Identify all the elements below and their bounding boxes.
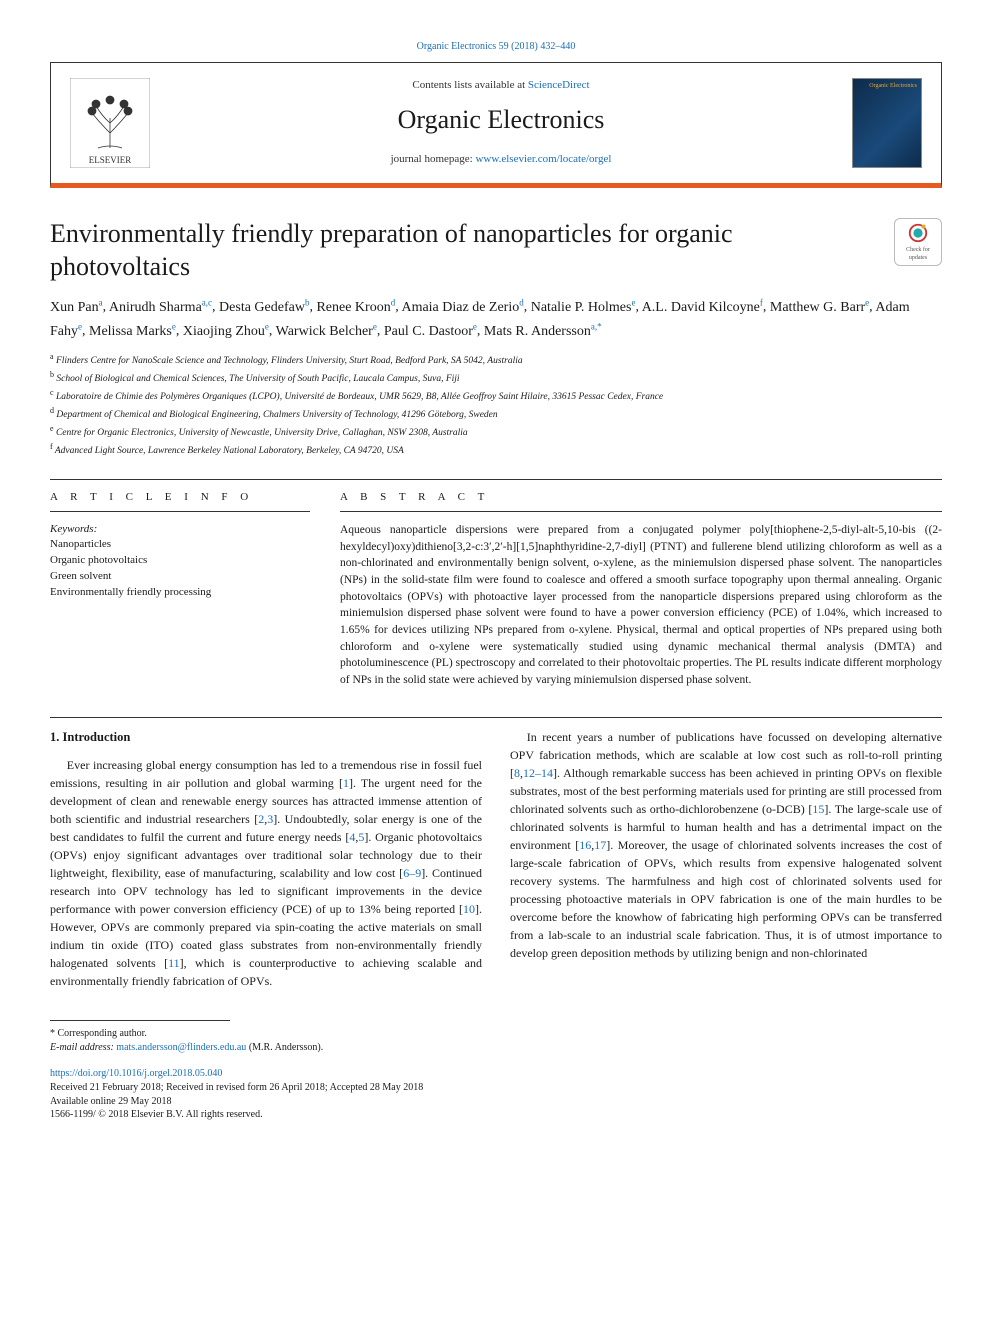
email-name: (M.R. Andersson). bbox=[246, 1042, 323, 1053]
affiliation: f Advanced Light Source, Lawrence Berkel… bbox=[50, 441, 942, 459]
journal-citation-link[interactable]: Organic Electronics 59 (2018) 432–440 bbox=[417, 41, 576, 52]
author: Mats R. Anderssona,* bbox=[484, 324, 602, 339]
journal-cover-thumb: Organic Electronics bbox=[847, 73, 927, 173]
abstract-rule bbox=[340, 511, 942, 512]
affiliation: c Laboratoire de Chimie des Polymères Or… bbox=[50, 387, 942, 405]
ref-12-14[interactable]: 12–14 bbox=[523, 766, 553, 780]
author-affil-sup: e bbox=[78, 321, 82, 331]
author-affil-sup: e bbox=[631, 297, 635, 307]
publisher-logo: ELSEVIER bbox=[65, 73, 155, 173]
author: Xiaojing Zhoue bbox=[183, 324, 269, 339]
article-history: Received 21 February 2018; Received in r… bbox=[50, 1081, 942, 1095]
author-affil-sup: f bbox=[760, 297, 763, 307]
author: Xun Pana bbox=[50, 300, 103, 315]
check-updates-badge[interactable]: Check for updates bbox=[894, 218, 942, 266]
ref-15[interactable]: 15 bbox=[812, 802, 824, 816]
abstract-heading: A B S T R A C T bbox=[340, 490, 942, 505]
affil-key: c bbox=[50, 388, 54, 397]
homepage-link[interactable]: www.elsevier.com/locate/orgel bbox=[475, 153, 611, 165]
updates-line2: updates bbox=[909, 254, 927, 262]
ref-11[interactable]: 11 bbox=[168, 956, 180, 970]
ref-16[interactable]: 16 bbox=[579, 838, 591, 852]
sciencedirect-link[interactable]: ScienceDirect bbox=[528, 79, 590, 91]
homepage-prefix: journal homepage: bbox=[391, 153, 476, 165]
author: Amaia Diaz de Zeriod bbox=[401, 300, 523, 315]
author-affil-sup: e bbox=[172, 321, 176, 331]
article-info-heading: A R T I C L E I N F O bbox=[50, 490, 310, 505]
author: Natalie P. Holmese bbox=[531, 300, 636, 315]
author-list: Xun Pana, Anirudh Sharmaa,c, Desta Gedef… bbox=[50, 295, 942, 343]
author: Matthew G. Barre bbox=[770, 300, 869, 315]
ref-10[interactable]: 10 bbox=[463, 902, 475, 916]
footnote-rule bbox=[50, 1020, 230, 1021]
author-affil-sup: e bbox=[373, 321, 377, 331]
abstract-text: Aqueous nanoparticle dispersions were pr… bbox=[340, 522, 942, 689]
keyword: Nanoparticles bbox=[50, 537, 310, 553]
affiliation: e Centre for Organic Electronics, Univer… bbox=[50, 423, 942, 441]
journal-name: Organic Electronics bbox=[155, 102, 847, 138]
body-text: 1. Introduction Ever increasing global e… bbox=[50, 728, 942, 991]
journal-header-box: ELSEVIER Contents lists available at Sci… bbox=[50, 62, 942, 188]
section-1-heading: 1. Introduction bbox=[50, 728, 482, 747]
affiliation: b School of Biological and Chemical Scie… bbox=[50, 369, 942, 387]
author-affil-sup: e bbox=[865, 297, 869, 307]
available-online: Available online 29 May 2018 bbox=[50, 1095, 942, 1109]
homepage-line: journal homepage: www.elsevier.com/locat… bbox=[155, 152, 847, 167]
affiliation-list: a Flinders Centre for NanoScale Science … bbox=[50, 351, 942, 459]
contents-line: Contents lists available at ScienceDirec… bbox=[155, 78, 847, 93]
keyword: Green solvent bbox=[50, 569, 310, 585]
author-affil-sup: d bbox=[519, 297, 524, 307]
article-title: Environmentally friendly preparation of … bbox=[50, 218, 830, 283]
intro-para-1: Ever increasing global energy consumptio… bbox=[50, 756, 482, 990]
ref-4[interactable]: 4 bbox=[349, 830, 355, 844]
section-rule bbox=[50, 479, 942, 480]
journal-citation: Organic Electronics 59 (2018) 432–440 bbox=[50, 40, 942, 54]
affil-key: d bbox=[50, 406, 54, 415]
keywords-label: Keywords: bbox=[50, 522, 310, 537]
updates-line1: Check for bbox=[906, 246, 930, 254]
author: Renee Kroond bbox=[316, 300, 395, 315]
keyword: Environmentally friendly processing bbox=[50, 585, 310, 601]
corresponding-author: * Corresponding author. E-mail address: … bbox=[50, 1027, 942, 1055]
email-label: E-mail address: bbox=[50, 1042, 116, 1053]
cover-label: Organic Electronics bbox=[857, 83, 917, 90]
author: Melissa Markse bbox=[89, 324, 176, 339]
copyright: 1566-1199/ © 2018 Elsevier B.V. All righ… bbox=[50, 1108, 942, 1122]
author: Anirudh Sharmaa,c bbox=[109, 300, 212, 315]
author-affil-sup: b bbox=[305, 297, 310, 307]
author: Paul C. Dastoore bbox=[384, 324, 477, 339]
author-affil-sup: e bbox=[473, 321, 477, 331]
body-rule bbox=[50, 717, 942, 718]
intro-para-2: In recent years a number of publications… bbox=[510, 728, 942, 962]
doi-block: https://doi.org/10.1016/j.orgel.2018.05.… bbox=[50, 1067, 942, 1081]
author: A.L. David Kilcoynef bbox=[642, 300, 763, 315]
info-rule bbox=[50, 511, 310, 512]
contents-prefix: Contents lists available at bbox=[412, 79, 527, 91]
author-affil-sup: d bbox=[391, 297, 396, 307]
affil-key: e bbox=[50, 424, 54, 433]
doi-link[interactable]: https://doi.org/10.1016/j.orgel.2018.05.… bbox=[50, 1068, 222, 1079]
ref-2[interactable]: 2 bbox=[258, 812, 264, 826]
author-affil-sup: a bbox=[99, 297, 103, 307]
affil-key: a bbox=[50, 352, 54, 361]
affil-key: f bbox=[50, 442, 53, 451]
ref-6-9[interactable]: 6–9 bbox=[403, 866, 421, 880]
svg-text:ELSEVIER: ELSEVIER bbox=[89, 155, 132, 165]
email-link[interactable]: mats.andersson@flinders.edu.au bbox=[116, 1042, 246, 1053]
author: Desta Gedefawb bbox=[219, 300, 309, 315]
affil-key: b bbox=[50, 370, 54, 379]
keywords-list: NanoparticlesOrganic photovoltaicsGreen … bbox=[50, 537, 310, 601]
author: Warwick Belchere bbox=[276, 324, 377, 339]
author-affil-sup: a,* bbox=[591, 321, 602, 331]
affiliation: d Department of Chemical and Biological … bbox=[50, 405, 942, 423]
ref-8[interactable]: 8 bbox=[514, 766, 520, 780]
corresp-label: * Corresponding author. bbox=[50, 1027, 942, 1041]
ref-17[interactable]: 17 bbox=[594, 838, 606, 852]
keyword: Organic photovoltaics bbox=[50, 553, 310, 569]
author-affil-sup: e bbox=[265, 321, 269, 331]
author-affil-sup: a,c bbox=[202, 297, 212, 307]
affiliation: a Flinders Centre for NanoScale Science … bbox=[50, 351, 942, 369]
